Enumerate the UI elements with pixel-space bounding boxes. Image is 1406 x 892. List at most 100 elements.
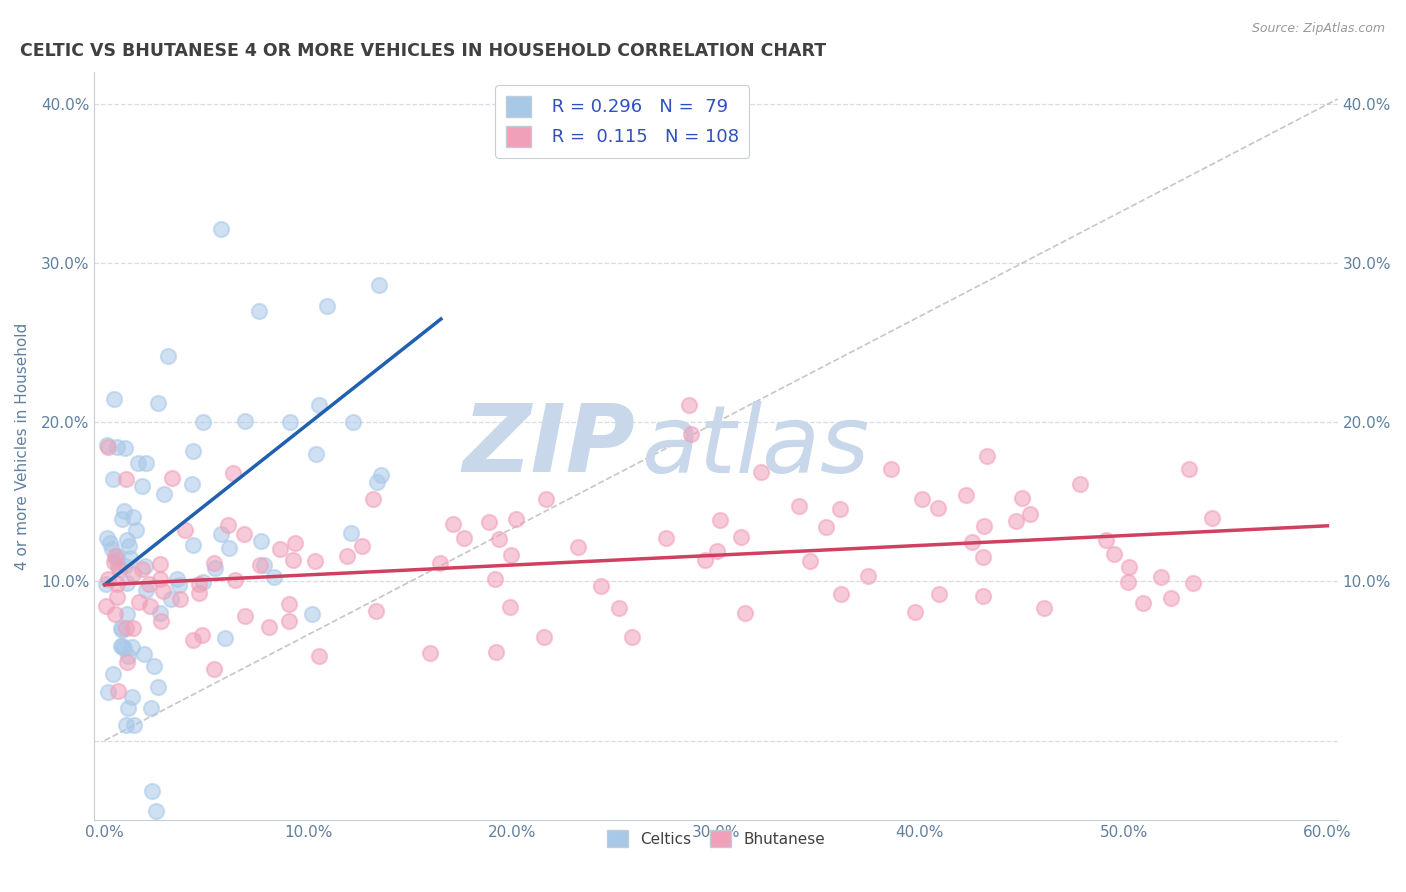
Point xyxy=(972,549,994,564)
Point xyxy=(1011,491,1033,506)
Point xyxy=(160,591,183,606)
Point xyxy=(340,525,363,540)
Point xyxy=(148,396,170,410)
Point xyxy=(152,583,174,598)
Point xyxy=(928,587,950,601)
Text: atlas: atlas xyxy=(641,401,870,491)
Point xyxy=(955,488,977,502)
Point xyxy=(118,539,141,553)
Point xyxy=(148,572,170,586)
Point xyxy=(122,718,145,732)
Point xyxy=(98,535,121,549)
Point xyxy=(204,561,226,575)
Point xyxy=(143,659,166,673)
Point xyxy=(218,541,240,556)
Point xyxy=(1201,511,1223,525)
Point xyxy=(122,510,145,524)
Point xyxy=(105,576,128,591)
Point xyxy=(233,527,256,541)
Point xyxy=(114,621,136,635)
Point xyxy=(1160,591,1182,606)
Point xyxy=(453,531,475,545)
Point xyxy=(308,648,330,663)
Point xyxy=(111,512,134,526)
Point xyxy=(187,577,209,591)
Point xyxy=(1102,547,1125,561)
Point xyxy=(655,532,678,546)
Point xyxy=(370,468,392,483)
Point xyxy=(97,684,120,698)
Point xyxy=(280,416,302,430)
Point xyxy=(679,427,702,442)
Point xyxy=(366,604,388,618)
Point xyxy=(202,556,225,570)
Point xyxy=(120,856,142,871)
Point xyxy=(789,499,811,513)
Point xyxy=(121,566,143,581)
Point xyxy=(233,414,256,428)
Point xyxy=(149,606,172,620)
Point xyxy=(166,572,188,586)
Point xyxy=(139,599,162,613)
Point xyxy=(678,398,700,412)
Point xyxy=(734,606,756,620)
Point xyxy=(97,572,120,586)
Point xyxy=(567,541,589,555)
Point xyxy=(131,478,153,492)
Point xyxy=(484,573,506,587)
Point xyxy=(156,349,179,363)
Point xyxy=(101,541,124,556)
Point xyxy=(607,600,630,615)
Point xyxy=(209,527,232,541)
Point xyxy=(174,523,197,537)
Point xyxy=(259,620,281,634)
Point xyxy=(209,222,232,236)
Point xyxy=(1005,514,1028,528)
Point xyxy=(277,615,299,629)
Point xyxy=(202,662,225,676)
Point xyxy=(815,520,838,534)
Point xyxy=(911,491,934,506)
Point xyxy=(104,549,127,563)
Point xyxy=(149,614,172,628)
Point xyxy=(904,605,927,619)
Point xyxy=(110,639,132,653)
Point xyxy=(135,583,157,598)
Point xyxy=(693,552,716,566)
Point xyxy=(799,554,821,568)
Point xyxy=(115,576,138,591)
Point xyxy=(101,472,124,486)
Point xyxy=(1069,476,1091,491)
Point xyxy=(141,701,163,715)
Point xyxy=(121,640,143,654)
Point xyxy=(114,472,136,486)
Point xyxy=(153,486,176,500)
Point xyxy=(180,477,202,491)
Point xyxy=(1033,601,1056,615)
Point xyxy=(105,549,128,564)
Point xyxy=(112,640,135,655)
Point xyxy=(145,804,167,818)
Point xyxy=(105,552,128,566)
Point xyxy=(117,648,139,663)
Point xyxy=(135,457,157,471)
Point xyxy=(250,533,273,548)
Point xyxy=(217,517,239,532)
Point xyxy=(94,576,117,591)
Point xyxy=(1150,570,1173,584)
Point xyxy=(972,590,994,604)
Point xyxy=(1019,507,1042,521)
Point xyxy=(214,631,236,645)
Point xyxy=(105,440,128,454)
Point xyxy=(485,645,508,659)
Point xyxy=(1116,575,1139,590)
Point xyxy=(169,592,191,607)
Point xyxy=(115,607,138,622)
Point xyxy=(976,449,998,463)
Point xyxy=(128,595,150,609)
Point xyxy=(121,690,143,705)
Point xyxy=(247,303,270,318)
Point xyxy=(122,621,145,635)
Point xyxy=(115,656,138,670)
Point xyxy=(706,544,728,558)
